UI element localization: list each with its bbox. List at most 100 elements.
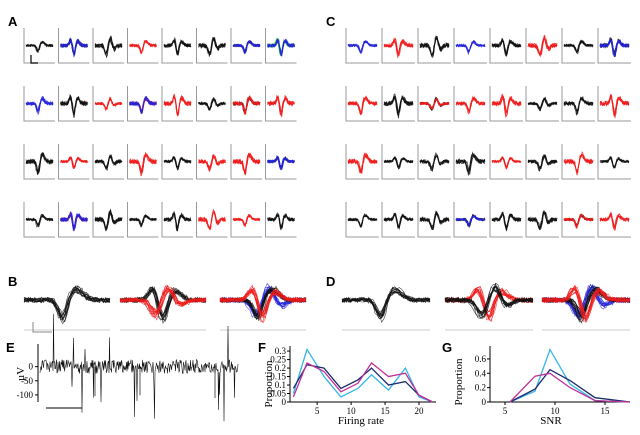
grid-c-cell — [525, 28, 559, 64]
grid-c-cell-axes — [453, 86, 487, 122]
grid-a-cell-axes — [58, 86, 90, 122]
grid-a-cell-axes — [127, 28, 159, 64]
grid-c-spike-trace — [563, 41, 594, 52]
grid-c-spike-trace — [419, 155, 450, 170]
grid-a-spike-trace — [267, 213, 295, 229]
panel-f-xtick-label: 15 — [381, 406, 391, 416]
grid-a-cell — [23, 144, 55, 180]
row-d-overlay-trace — [541, 284, 631, 323]
row-b-overlay-trace — [219, 289, 307, 318]
grid-c-spike-trace — [563, 97, 593, 113]
grid-a-spike-trace — [94, 98, 123, 109]
grid-c-cell — [381, 144, 415, 180]
grid-c-spike-trace — [383, 212, 414, 229]
grid-a-cell — [127, 86, 159, 122]
grid-c-cell — [381, 86, 415, 122]
grid-c-spike-trace — [491, 95, 522, 115]
panel-f-xlabel: Firing rate — [338, 415, 384, 427]
panel-g-ytick-label: 0.4 — [475, 368, 487, 378]
grid-a-spike-trace — [198, 208, 226, 229]
grid-a-cell-axes — [161, 86, 193, 122]
grid-c-cell-axes — [489, 86, 523, 122]
grid-c-cell — [417, 86, 451, 122]
grid-a-spike-trace — [267, 156, 295, 171]
grid-c-cell — [453, 28, 487, 64]
grid-c-spike-trace — [563, 154, 594, 174]
grid-c-cell — [489, 144, 523, 180]
grid-c-cell — [525, 202, 559, 238]
grid-a-spike-trace — [163, 97, 192, 114]
row-d-overlay-trace — [541, 289, 631, 319]
grid-c-spike-trace — [491, 38, 522, 56]
grid-a-spike-trace — [60, 37, 88, 58]
grid-c-spike-trace — [383, 97, 414, 114]
grid-a-cell-axes — [127, 144, 159, 180]
grid-c-cell-axes — [453, 202, 487, 238]
grid-c-spike-trace — [455, 39, 486, 56]
grid-c-cell — [561, 144, 595, 180]
grid-c-cell — [417, 144, 451, 180]
grid-a-cell-axes — [23, 144, 55, 180]
grid-c-cell — [453, 202, 487, 238]
grid-c-spike-trace — [599, 93, 630, 119]
grid-a-spike-trace — [129, 214, 157, 227]
grid-c-cell-axes — [597, 28, 631, 64]
panel-label-d: D — [326, 274, 335, 289]
grid-a-spike-trace — [129, 97, 157, 113]
panel-g-xtick-label: 10 — [551, 406, 561, 416]
grid-c-cell-axes — [597, 86, 631, 122]
scale-bar-a-line — [30, 55, 38, 64]
grid-c-spike-trace — [563, 96, 594, 117]
grid-c-cell-axes — [561, 28, 595, 64]
grid-c-cell — [345, 28, 379, 64]
grid-a-cell — [265, 202, 297, 238]
panel-f-ytick-label: 0.2 — [275, 363, 286, 373]
panel-g-snr-chart: Proportion SNR 0 0.2 0.4 0.6 5 10 15 — [453, 346, 631, 427]
grid-c-cell — [345, 86, 379, 122]
grid-c-spike-trace — [491, 211, 522, 232]
grid-c-spike-trace — [419, 99, 450, 110]
grid-c-cell — [417, 202, 451, 238]
grid-c-cell — [417, 28, 451, 64]
grid-c-cell-axes — [561, 202, 595, 238]
panel-a-scale-bar — [30, 55, 38, 64]
grid-a-cell-axes — [161, 202, 193, 238]
row-b-overlay-trace — [23, 288, 111, 322]
grid-c-spike-trace — [419, 155, 450, 170]
grid-a-cell-axes — [265, 86, 297, 122]
grid-a-cell — [58, 86, 90, 122]
grid-c-cell — [381, 28, 415, 64]
grid-c-cell-axes — [417, 202, 451, 238]
grid-a-cell-axes — [230, 28, 262, 64]
panel-a-waveform-grid — [23, 28, 297, 238]
grid-c-cell — [489, 28, 523, 64]
grid-a-cell — [23, 86, 55, 122]
panel-e-ytick-label: 0 — [29, 362, 34, 372]
grid-c-cell — [561, 86, 595, 122]
scale-bar-b-line — [32, 322, 52, 333]
panel-g-ytick-label: 0.6 — [475, 354, 487, 364]
grid-a-spike-trace — [163, 155, 192, 170]
grid-c-spike-trace — [563, 153, 594, 173]
grid-a-cell — [127, 28, 159, 64]
grid-c-cell — [597, 202, 631, 238]
panel-f-firing-rate-chart: Proportion Firing rate 00.050.10.150.20.… — [263, 346, 436, 427]
row-d-overlay-trace — [444, 286, 534, 321]
grid-a-spike-trace — [25, 152, 54, 174]
grid-a-spike-trace — [163, 212, 191, 231]
panel-e-ytick-label: -100 — [17, 390, 34, 400]
grid-a-spike-trace — [25, 40, 54, 53]
row-b-overlay-trace — [119, 290, 207, 312]
panel-f-ytick-label: 0.3 — [275, 346, 287, 356]
grid-a-cell-axes — [23, 86, 55, 122]
grid-a-spike-trace — [267, 38, 295, 57]
grid-a-cell-axes — [265, 202, 297, 238]
grid-a-cell — [161, 202, 193, 238]
grid-a-spike-trace — [267, 97, 295, 113]
grid-a-cell — [58, 28, 90, 64]
row-b-overlay-trace — [23, 291, 111, 315]
panel-g-series-navy — [509, 368, 631, 403]
grid-a-spike-trace — [232, 94, 261, 116]
panel-f-ytick-label: 0.05 — [270, 389, 286, 399]
grid-c-cell — [597, 144, 631, 180]
